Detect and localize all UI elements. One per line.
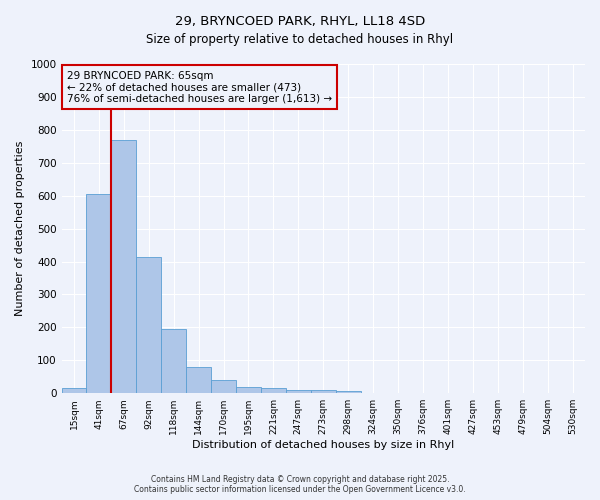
Bar: [62, 388, 86, 393]
Text: 29, BRYNCOED PARK, RHYL, LL18 4SD: 29, BRYNCOED PARK, RHYL, LL18 4SD: [175, 15, 425, 28]
Bar: [236, 386, 261, 393]
Text: 29 BRYNCOED PARK: 65sqm
← 22% of detached houses are smaller (473)
76% of semi-d: 29 BRYNCOED PARK: 65sqm ← 22% of detache…: [67, 70, 332, 104]
Bar: [186, 367, 211, 393]
Y-axis label: Number of detached properties: Number of detached properties: [15, 141, 25, 316]
X-axis label: Distribution of detached houses by size in Rhyl: Distribution of detached houses by size …: [192, 440, 454, 450]
Bar: [211, 380, 236, 393]
Text: Contains HM Land Registry data © Crown copyright and database right 2025.
Contai: Contains HM Land Registry data © Crown c…: [134, 474, 466, 494]
Bar: [161, 329, 186, 393]
Bar: [136, 256, 161, 393]
Bar: [112, 140, 136, 393]
Bar: [336, 390, 361, 393]
Bar: [286, 390, 311, 393]
Bar: [86, 194, 112, 393]
Bar: [311, 390, 336, 393]
Text: Size of property relative to detached houses in Rhyl: Size of property relative to detached ho…: [146, 32, 454, 46]
Bar: [261, 388, 286, 393]
